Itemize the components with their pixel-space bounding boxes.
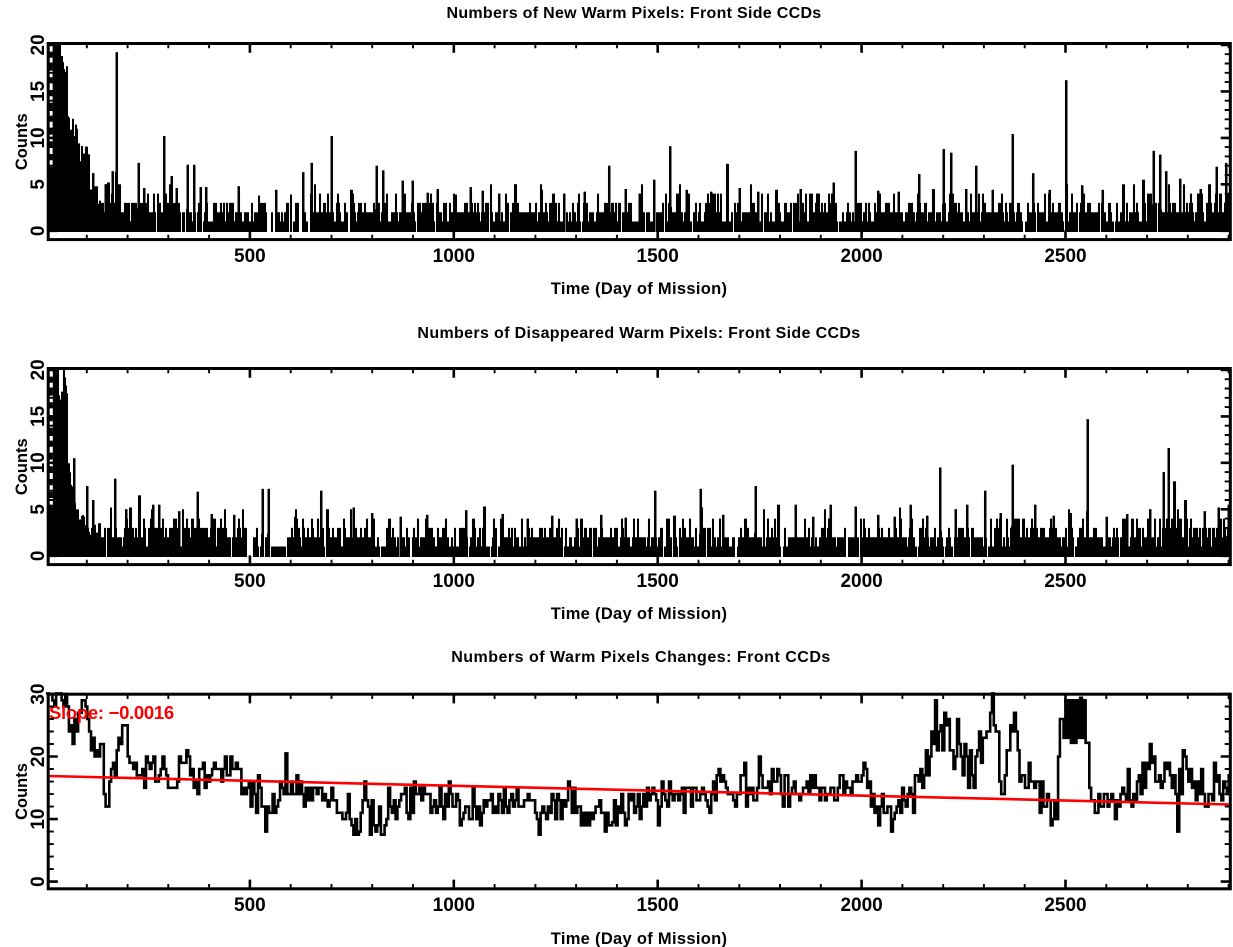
svg-text:Numbers of New Warm Pixels: Fr: Numbers of New Warm Pixels: Front Side C…	[446, 5, 821, 22]
svg-text:Counts: Counts	[13, 438, 31, 495]
svg-text:1500: 1500	[637, 246, 679, 267]
svg-text:500: 500	[234, 571, 266, 592]
svg-text:0: 0	[28, 551, 49, 562]
svg-text:Time (Day of Mission): Time (Day of Mission)	[551, 605, 728, 623]
svg-text:10: 10	[28, 452, 49, 473]
svg-text:20: 20	[28, 359, 49, 380]
svg-text:15: 15	[28, 405, 49, 427]
svg-text:500: 500	[234, 246, 266, 267]
svg-text:1000: 1000	[433, 246, 475, 267]
svg-text:2000: 2000	[840, 571, 882, 592]
svg-text:2500: 2500	[1044, 571, 1086, 592]
svg-text:20: 20	[28, 34, 49, 55]
svg-text:0: 0	[28, 876, 49, 887]
svg-text:Slope: −0.0016: Slope: −0.0016	[49, 702, 174, 723]
svg-text:2500: 2500	[1044, 246, 1086, 267]
svg-text:2000: 2000	[840, 246, 882, 267]
svg-text:2000: 2000	[840, 895, 882, 916]
svg-text:Time (Day of Mission): Time (Day of Mission)	[551, 280, 728, 298]
svg-text:1000: 1000	[433, 571, 475, 592]
svg-text:Numbers of Warm Pixels Changes: Numbers of Warm Pixels Changes: Front CC…	[451, 649, 831, 666]
svg-text:1500: 1500	[637, 571, 679, 592]
svg-text:Numbers of Disappeared Warm Pi: Numbers of Disappeared Warm Pixels: Fron…	[417, 325, 860, 342]
svg-text:0: 0	[28, 226, 49, 237]
svg-text:10: 10	[28, 127, 49, 148]
svg-text:1000: 1000	[433, 895, 475, 916]
svg-text:5: 5	[28, 504, 49, 515]
svg-text:Counts: Counts	[13, 113, 31, 170]
svg-text:2500: 2500	[1044, 895, 1086, 916]
svg-text:500: 500	[234, 895, 266, 916]
svg-text:15: 15	[28, 80, 49, 102]
svg-text:30: 30	[28, 683, 49, 704]
svg-text:Counts: Counts	[13, 763, 31, 820]
svg-text:10: 10	[28, 809, 49, 830]
svg-text:20: 20	[28, 746, 49, 767]
svg-text:1500: 1500	[637, 895, 679, 916]
svg-text:5: 5	[28, 179, 49, 190]
svg-text:Time (Day of Mission): Time (Day of Mission)	[551, 930, 728, 947]
